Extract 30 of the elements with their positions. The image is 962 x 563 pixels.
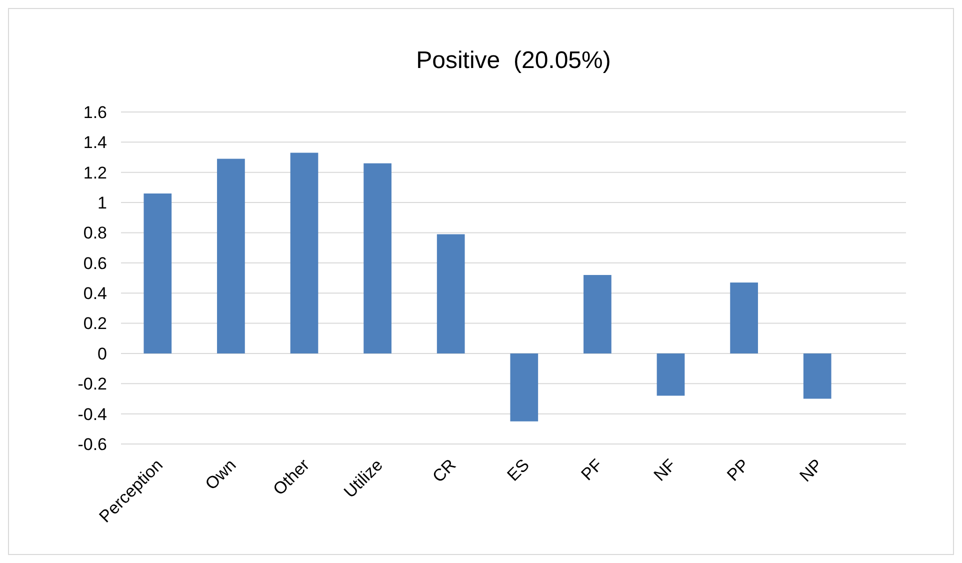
y-tick-label: 1.6 [83, 102, 107, 122]
x-tick-label: CR [428, 455, 460, 486]
y-tick-label: 0.8 [83, 224, 107, 243]
bar [436, 234, 465, 354]
bar [730, 282, 758, 354]
y-tick-label: 0 [98, 344, 107, 364]
y-tick-label: 0.4 [83, 284, 107, 304]
x-tick-label: ES [504, 455, 533, 485]
y-tick-label: -0.2 [78, 374, 107, 394]
bar [144, 193, 172, 354]
y-tick-label: 1 [98, 193, 107, 212]
x-tick-label: NP [796, 455, 826, 486]
y-tick-label: 0.2 [83, 314, 107, 334]
x-tick-label: Own [202, 455, 240, 494]
x-tick-label: PF [577, 455, 606, 484]
x-tick-label: PP [723, 455, 753, 485]
y-tick-label: -0.4 [78, 404, 107, 424]
bar [290, 152, 318, 354]
y-tick-label: 0.6 [83, 254, 107, 273]
bar [803, 353, 832, 399]
y-tick-label: 1.4 [83, 133, 107, 152]
chart-title: Positive (20.05%) [416, 47, 611, 74]
y-tick-label: -0.6 [78, 434, 107, 454]
bar [510, 353, 538, 422]
x-tick-label: NF [650, 455, 680, 485]
bar [584, 274, 612, 354]
y-tick-label: 1.2 [83, 163, 107, 182]
bar [364, 163, 392, 354]
bar [217, 158, 245, 354]
bar [656, 353, 685, 396]
